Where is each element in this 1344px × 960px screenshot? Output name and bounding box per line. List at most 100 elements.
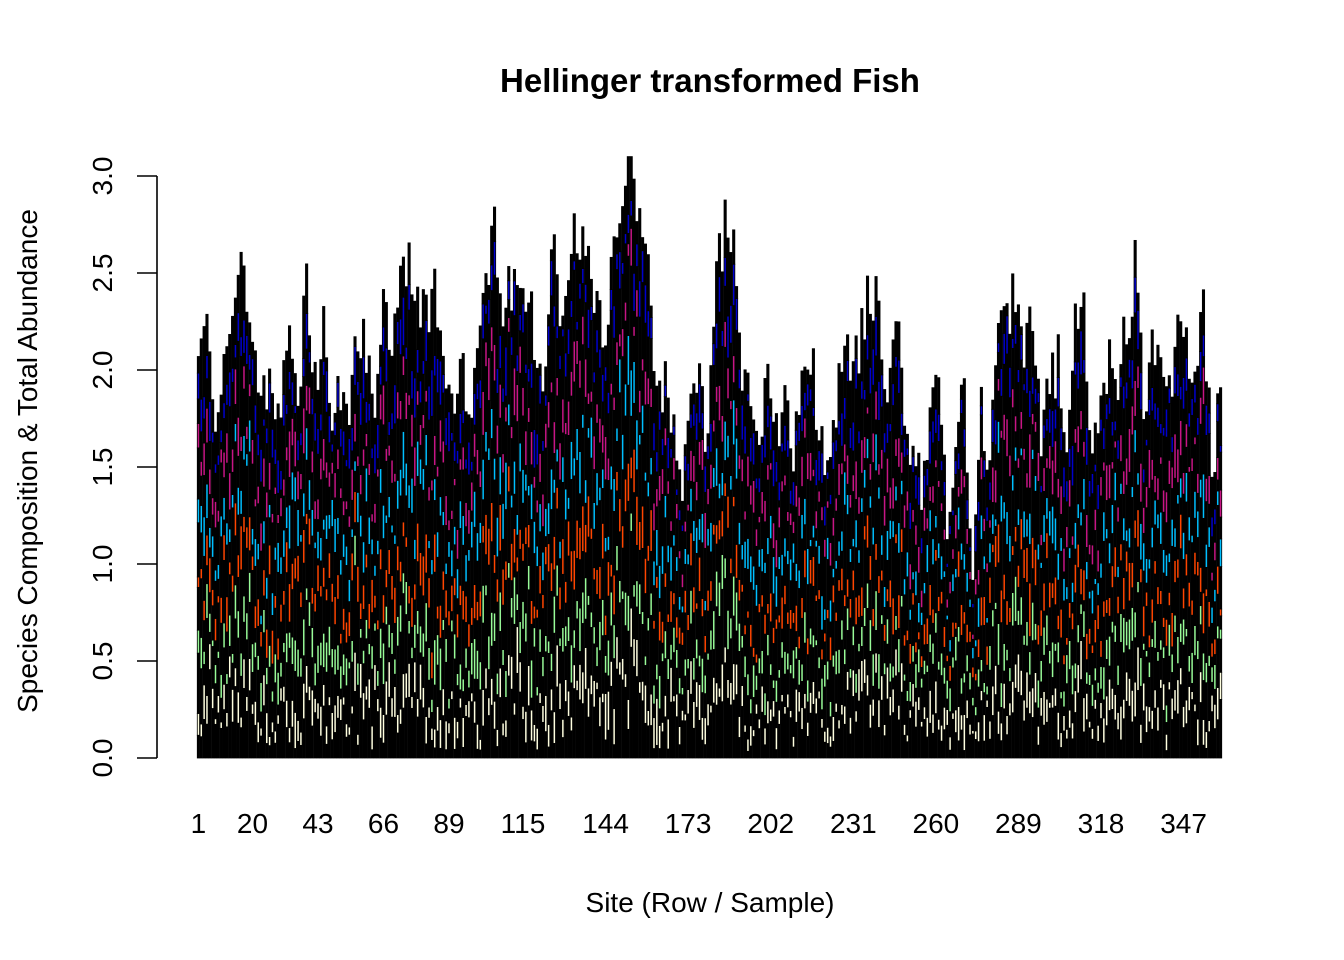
bar-segment	[547, 533, 551, 545]
bar-segment	[467, 533, 471, 550]
bar-segment	[803, 366, 807, 393]
bar-segment	[638, 549, 642, 585]
bar-segment	[846, 607, 850, 631]
bar-segment	[567, 715, 571, 759]
bar-site-172	[683, 444, 687, 759]
bar-segment	[305, 692, 309, 759]
bar-segment	[379, 627, 383, 659]
bar-segment	[1184, 390, 1188, 425]
bar-segment	[692, 612, 696, 658]
bar-segment	[1014, 324, 1018, 345]
bar-segment	[999, 740, 1003, 759]
bar-segment	[404, 614, 408, 674]
bar-segment	[265, 628, 269, 659]
bar-segment	[584, 618, 588, 648]
bar-segment	[783, 474, 787, 487]
bar-segment	[225, 631, 229, 675]
bar-segment	[387, 661, 391, 698]
bar-segment	[689, 487, 693, 513]
bar-segment	[381, 538, 386, 596]
bar-segment	[632, 596, 636, 640]
bar-segment	[282, 478, 286, 497]
bar-segment	[333, 552, 337, 598]
bar-segment	[894, 321, 898, 357]
bar-segment	[1028, 636, 1032, 653]
bar-segment	[772, 421, 776, 451]
bar-segment	[299, 676, 303, 733]
bar-segment	[678, 596, 682, 611]
bar-segment	[1210, 656, 1214, 668]
bar-segment	[501, 401, 505, 455]
bar-segment	[1090, 544, 1094, 566]
bar-segment	[458, 500, 462, 529]
bar-segment	[236, 637, 240, 693]
bar-segment	[601, 599, 605, 637]
bar-segment	[1076, 388, 1080, 427]
bar-segment	[219, 721, 223, 729]
bar-segment	[518, 330, 522, 347]
bar-segment	[1145, 486, 1149, 509]
bar-segment	[287, 548, 292, 585]
bar-segment	[791, 612, 796, 624]
bar-segment	[1093, 667, 1097, 682]
bar-segment	[1102, 666, 1106, 701]
bar-segment	[362, 465, 366, 543]
bar-segment	[205, 407, 209, 444]
bar-segment	[1079, 679, 1083, 759]
bar-segment	[478, 470, 482, 488]
bar-segment	[820, 727, 824, 759]
bar-segment	[305, 599, 309, 666]
bar-segment	[1139, 582, 1143, 659]
bar-segment	[233, 368, 237, 405]
bar-segment	[544, 405, 548, 424]
bar-segment	[196, 629, 200, 654]
bar-segment	[934, 612, 938, 634]
bar-segment	[407, 585, 411, 605]
bar-segment	[985, 685, 989, 696]
bar-segment	[265, 598, 269, 630]
bar-segment	[584, 688, 588, 759]
bar-segment	[1133, 452, 1137, 521]
bar-segment	[971, 658, 975, 668]
bar-segment	[552, 421, 556, 454]
bar-segment	[339, 559, 343, 576]
bar-segment	[410, 477, 414, 514]
bar-segment	[213, 463, 218, 474]
bar-segment	[387, 444, 391, 457]
bar-segment	[1093, 578, 1097, 585]
bar-segment	[1022, 699, 1026, 722]
bar-segment	[843, 461, 847, 473]
bar-segment	[752, 736, 756, 759]
bar-segment	[586, 716, 591, 759]
bar-segment	[296, 509, 300, 547]
bar-segment	[1156, 513, 1160, 530]
bar-segment	[635, 289, 639, 318]
bar-segment	[820, 709, 824, 719]
bar-segment	[780, 575, 784, 598]
bar-segment	[359, 474, 363, 496]
bar-segment	[467, 509, 471, 535]
bar-segment	[897, 359, 901, 394]
bar-segment	[347, 424, 351, 439]
bar-segment	[584, 552, 588, 579]
bar-segment	[940, 470, 944, 504]
bar-segment	[908, 608, 912, 621]
bar-segment	[698, 591, 702, 656]
bar-segment	[276, 637, 280, 661]
bar-segment	[1011, 474, 1015, 492]
bar-segment	[418, 585, 423, 627]
bar-segment	[897, 522, 901, 554]
bar-segment	[384, 302, 388, 349]
bar-segment	[390, 632, 394, 655]
bar-segment	[458, 689, 462, 699]
bar-segment	[1039, 484, 1043, 494]
bar-segment	[242, 621, 246, 660]
bar-segment	[364, 372, 368, 402]
bar-segment	[735, 630, 739, 665]
bar-segment	[313, 541, 317, 549]
bar-segment	[965, 472, 969, 501]
bar-segment	[752, 697, 756, 731]
bar-segment	[393, 534, 397, 545]
bar-segment	[530, 709, 534, 742]
bar-segment	[310, 509, 314, 537]
